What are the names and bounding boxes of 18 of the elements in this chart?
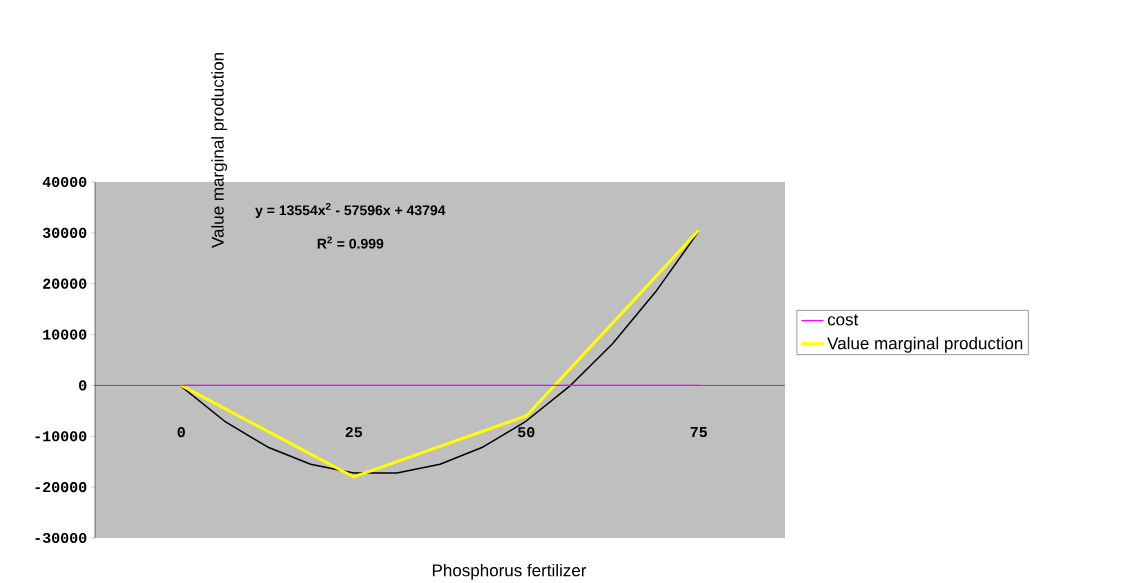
y-tick-label: -20000 [35, 482, 87, 493]
y-tick-label: 0 [79, 380, 87, 391]
y-tick-label: 10000 [43, 329, 87, 340]
x-tick-label: 75 [690, 427, 707, 438]
legend-label: cost [827, 314, 859, 326]
x-tick-label: 0 [177, 427, 185, 438]
y-tick-label: 30000 [42, 227, 87, 238]
annotation: R$^{2}$ = 0.999 [317, 236, 384, 249]
legend-label: Value marginal production [827, 336, 1023, 353]
x-axis-title: Phosphorus fertilizer [432, 563, 587, 580]
y-axis-title: Value marginal production [211, 52, 228, 248]
y-tick-label: -30000 [35, 532, 87, 544]
y-tick-label: 40000 [42, 176, 87, 188]
y-tick-label: 20000 [43, 278, 87, 289]
y-tick-label: -10000 [35, 431, 87, 442]
x-tick-label: 50 [518, 427, 535, 438]
annotation: y = 13554x$^{2}$ - 57596x + 43794 [255, 202, 446, 218]
x-tick-label: 25 [345, 427, 362, 438]
